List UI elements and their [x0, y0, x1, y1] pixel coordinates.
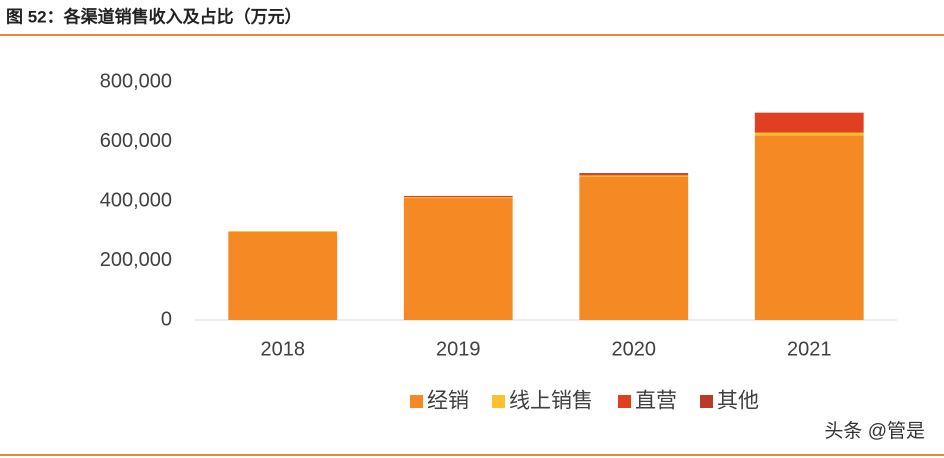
x-tick-label: 2019 — [436, 338, 481, 360]
legend-label: 直营 — [635, 390, 677, 413]
bar-segment — [579, 173, 689, 174]
chart-title: 图 52：各渠道销售收入及占比（万元） — [6, 6, 302, 26]
bar-segment — [403, 196, 513, 198]
bar-segment — [228, 231, 338, 320]
legend-swatch — [410, 395, 423, 408]
bar-segment — [403, 197, 513, 199]
bar-segment — [579, 175, 689, 177]
watermark: 头条 @管是 — [824, 420, 925, 442]
bar-segment — [754, 112, 864, 133]
legend-label: 线上销售 — [509, 390, 593, 413]
bar-segment — [403, 195, 513, 197]
y-tick-label: 0 — [161, 308, 172, 330]
x-tick-label: 2018 — [261, 338, 306, 360]
y-tick-label: 800,000 — [100, 70, 172, 92]
legend-swatch — [700, 395, 713, 408]
y-tick-label: 600,000 — [100, 130, 172, 152]
bar-segment — [228, 231, 338, 232]
x-tick-label: 2021 — [787, 338, 832, 360]
bar-segment — [754, 135, 864, 320]
y-tick-label: 400,000 — [100, 189, 172, 211]
legend-label: 其他 — [717, 390, 759, 413]
bar-segment — [754, 132, 864, 136]
legend-swatch — [492, 395, 505, 408]
y-tick-label: 200,000 — [100, 249, 172, 271]
bar-segment — [579, 176, 689, 320]
bar-segment — [579, 173, 689, 176]
legend-swatch — [618, 395, 631, 408]
x-tick-label: 2020 — [612, 338, 657, 360]
bar-segment — [403, 198, 513, 320]
legend-label: 经销 — [427, 390, 469, 413]
